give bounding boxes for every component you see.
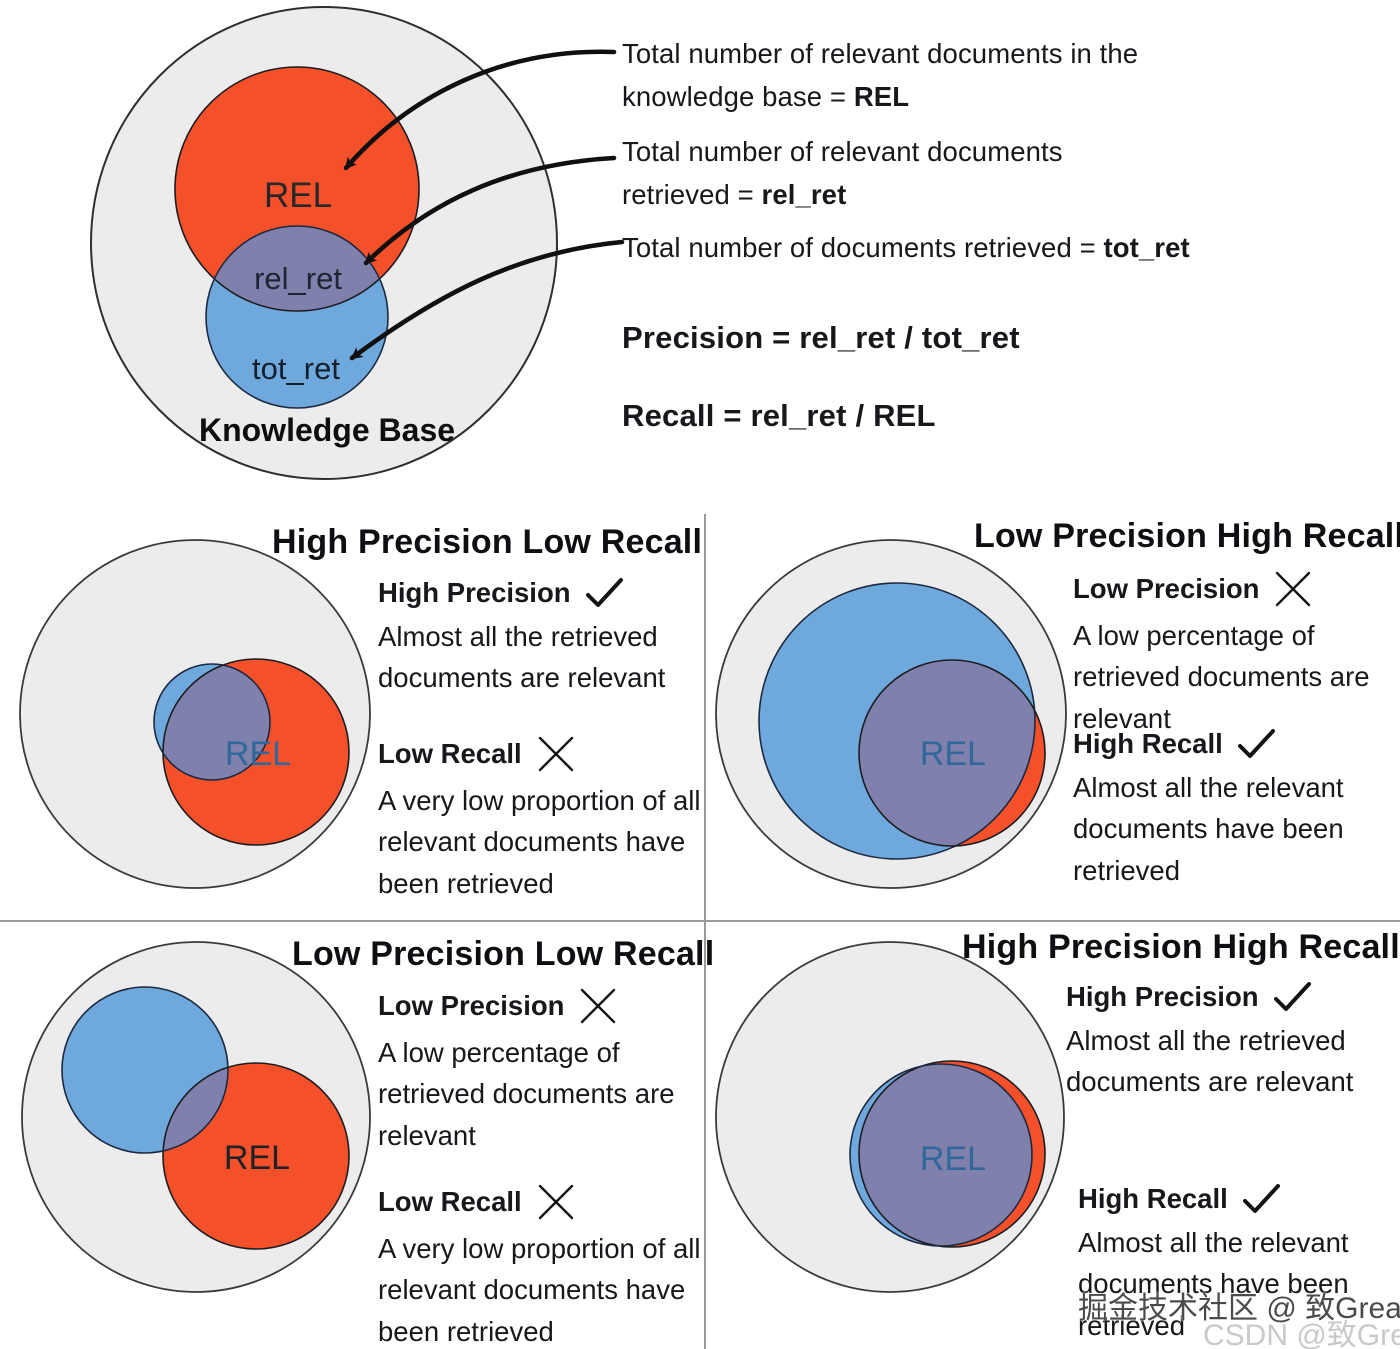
q4-feature-precision: High Precision Almost all the retrieved … [1066, 981, 1400, 1103]
q4-title: High Precision High Recall [962, 928, 1400, 966]
q1-feature-precision-body: Almost all the retrieved documents are r… [378, 621, 666, 694]
q3-feature-precision-body: A low percentage of retrieved documents … [378, 1037, 675, 1151]
venn-high-precision-high-recall: REL [715, 941, 1065, 1293]
arrow-to-tot-ret [349, 239, 625, 361]
check-icon [1273, 982, 1311, 1011]
label-knowledge-base: Knowledge Base [199, 412, 455, 448]
annotation-arrows [343, 49, 625, 361]
label-rel-ret: rel_ret [254, 261, 342, 296]
q1-feature-recall-body: A very low proportion of all relevant do… [378, 785, 701, 899]
q3-feature-precision: Low Precision A low percentage of retrie… [378, 987, 693, 1156]
q3-feature-precision-heading: Low Precision [378, 990, 565, 1021]
annotation-rel-ret: Total number of relevant documents retri… [622, 131, 1142, 217]
label-tot-ret: tot_ret [252, 351, 340, 386]
venn-low-precision-high-recall: REL [715, 539, 1067, 889]
q2-feature-precision: Low Precision A low percentage of retrie… [1073, 570, 1388, 739]
q1-feature-recall-heading: Low Recall [378, 738, 522, 769]
check-icon [1242, 1184, 1280, 1213]
x-icon [1276, 571, 1311, 607]
annotation-rel: Total number of relevant documents in th… [622, 33, 1242, 119]
watermark-juejin: 掘金技术社区 @ 致Great [1078, 1292, 1400, 1325]
q1-rel-label: REL [225, 735, 291, 773]
q4-feature-recall-body: Almost all the relevant documents have b… [1078, 1227, 1349, 1341]
q4-feature-precision-body: Almost all the retrieved documents are r… [1066, 1025, 1354, 1098]
venn-low-precision-low-recall: REL [21, 941, 371, 1293]
annotation-rel-ret-term: rel_ret [761, 178, 847, 210]
annotation-tot-ret: Total number of documents retrieved = to… [622, 227, 1190, 270]
q2-title: Low Precision High Recall [974, 517, 1400, 555]
q3-feature-recall-heading: Low Recall [378, 1186, 522, 1217]
label-rel: REL [264, 176, 332, 215]
watermark-csdn: CSDN @致Great [1203, 1319, 1400, 1349]
check-icon [585, 578, 623, 607]
q2-feature-precision-body: A low percentage of retrieved documents … [1073, 620, 1370, 734]
formula-precision: Precision = rel_ret / tot_ret [622, 320, 1020, 355]
q4-feature-precision-heading: High Precision [1066, 981, 1259, 1012]
check-icon [1237, 729, 1275, 758]
q1-feature-recall: Low Recall A very low proportion of all … [378, 735, 718, 904]
q2-rel-label: REL [920, 735, 986, 773]
q3-feature-recall: Low Recall A very low proportion of all … [378, 1183, 718, 1349]
q3-title: Low Precision Low Recall [292, 935, 715, 973]
q4-feature-recall-heading: High Recall [1078, 1183, 1228, 1214]
x-icon [538, 1184, 573, 1220]
q1-title: High Precision Low Recall [272, 523, 703, 561]
q1-feature-precision: High Precision Almost all the retrieved … [378, 577, 713, 699]
annotation-rel-text: Total number of relevant documents in th… [622, 38, 1139, 112]
annotation-tot-ret-term: tot_ret [1103, 232, 1190, 263]
q2-feature-recall-body: Almost all the relevant documents have b… [1073, 772, 1344, 886]
venn-knowledge-base: REL rel_ret tot_ret Knowledge Base [90, 6, 558, 480]
arrow-to-rel-ret [363, 155, 617, 266]
q4-rel-label: REL [920, 1140, 986, 1178]
x-icon [581, 988, 616, 1024]
q2-feature-precision-heading: Low Precision [1073, 573, 1260, 604]
q2-feature-recall: High Recall Almost all the relevant docu… [1073, 728, 1383, 891]
arrow-to-rel [343, 49, 617, 171]
annotation-rel-term: REL [853, 80, 910, 112]
x-icon [538, 736, 573, 772]
annotation-tot-ret-text: Total number of documents retrieved = [622, 232, 1104, 263]
q3-rel-label: REL [224, 1139, 290, 1177]
q4-feature-recall: High Recall Almost all the relevant docu… [1078, 1183, 1388, 1346]
q1-feature-precision-heading: High Precision [378, 577, 571, 608]
venn-high-precision-low-recall: REL [19, 539, 371, 889]
q2-feature-recall-heading: High Recall [1073, 728, 1223, 759]
annotation-rel-ret-text: Total number of relevant documents retri… [622, 136, 1063, 210]
q3-feature-recall-body: A very low proportion of all relevant do… [378, 1233, 701, 1347]
formula-recall: Recall = rel_ret / REL [622, 398, 936, 433]
